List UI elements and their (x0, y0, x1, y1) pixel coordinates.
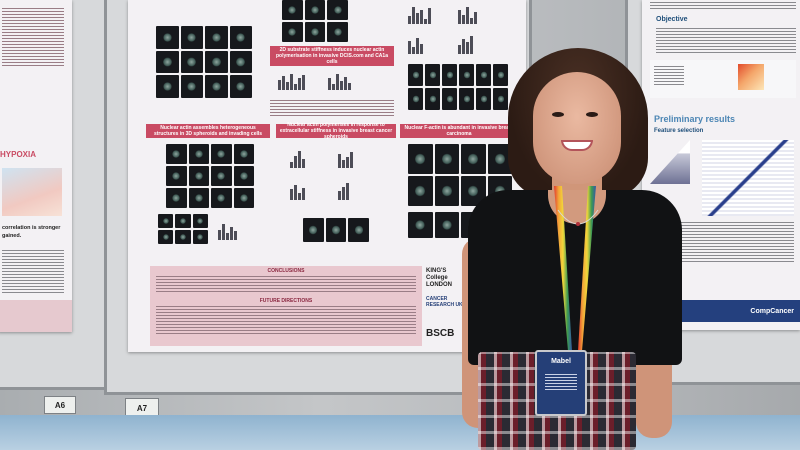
left-eye (552, 112, 564, 117)
face (533, 72, 621, 184)
left-poster-chart (2, 168, 62, 216)
right-poster-objective-text (656, 28, 796, 54)
center-poster: 2D substrate stiffness induces nuclear a… (128, 0, 526, 352)
microscopy-panel-1 (156, 26, 252, 98)
bar-chart-10 (290, 182, 305, 200)
conclusions-title: CONCLUSIONS (267, 268, 305, 274)
bar-chart-7 (218, 222, 237, 240)
name-badge: Mabel (535, 350, 587, 416)
section-header-spheroids: Nuclear actin polymerises in response to… (276, 122, 396, 140)
bar-chart-4 (458, 6, 477, 24)
right-poster-objective-title: Objective (656, 16, 688, 23)
schematic-heatmap (738, 64, 764, 90)
bar-chart-8 (290, 150, 305, 168)
feature-distribution-chart (650, 140, 690, 184)
left-poster-text-block (2, 8, 64, 66)
right-poster-preliminary-title: Preliminary results (654, 114, 736, 124)
bar-chart-9 (338, 150, 353, 168)
kings-college-logo: KING'S College LONDON (426, 268, 452, 288)
conclusions-panel: CONCLUSIONS FUTURE DIRECTIONS (150, 266, 422, 346)
figure-caption-1 (270, 100, 394, 118)
bar-chart-5 (408, 36, 423, 54)
cancer-research-uk-logo: CANCER RESEARCH UK (426, 296, 463, 308)
right-poster: Objective Preliminary results Feature se… (642, 0, 800, 330)
board-label-a6: A6 (44, 396, 76, 414)
microscopy-panel-2 (282, 0, 348, 42)
bar-chart-2 (328, 72, 351, 90)
microscopy-panel-4 (166, 144, 254, 208)
microscopy-panel-6 (303, 218, 369, 242)
badge-name: Mabel (551, 358, 571, 365)
compcancer-logo: CompCancer (750, 307, 794, 315)
section-header-3d: Nuclear actin assembles heterogeneous st… (146, 124, 270, 138)
left-poster-heading: HYPOXIA (0, 150, 37, 159)
right-poster-schematic (650, 60, 796, 98)
section-header-stiffness: 2D substrate stiffness induces nuclear a… (270, 46, 394, 66)
bscb-logo: BSCB (426, 328, 455, 339)
section-header-carcinoma: Nuclear F-actin is abundant in invasive … (400, 124, 518, 138)
necklace (557, 209, 599, 226)
window-floor-strip (0, 415, 800, 450)
right-eye (586, 112, 598, 117)
left-poster-line-2: gained. (2, 233, 22, 239)
left-poster-line-1: correlation is stronger (2, 225, 61, 231)
bar-chart-11 (338, 182, 349, 200)
conclusions-text (156, 276, 416, 294)
bar-chart-6 (458, 36, 473, 54)
microscopy-panel-5 (158, 214, 208, 244)
right-poster-feature-title: Feature selection (654, 128, 704, 134)
right-poster-intro-text (650, 2, 796, 10)
left-poster-footer (0, 300, 72, 332)
future-directions-title: FUTURE DIRECTIONS (259, 298, 313, 304)
badge-details (545, 374, 577, 392)
feature-correlation-matrix (702, 140, 794, 216)
bar-chart-1 (278, 72, 305, 90)
left-poster: HYPOXIA correlation is stronger gained. (0, 0, 72, 332)
left-poster-body-text (2, 250, 64, 294)
future-directions-text (156, 306, 416, 336)
bar-chart-3 (408, 6, 431, 24)
schematic-text (654, 66, 684, 86)
rainbow-lanyard (554, 186, 596, 351)
microscopy-panel-3 (408, 64, 508, 110)
